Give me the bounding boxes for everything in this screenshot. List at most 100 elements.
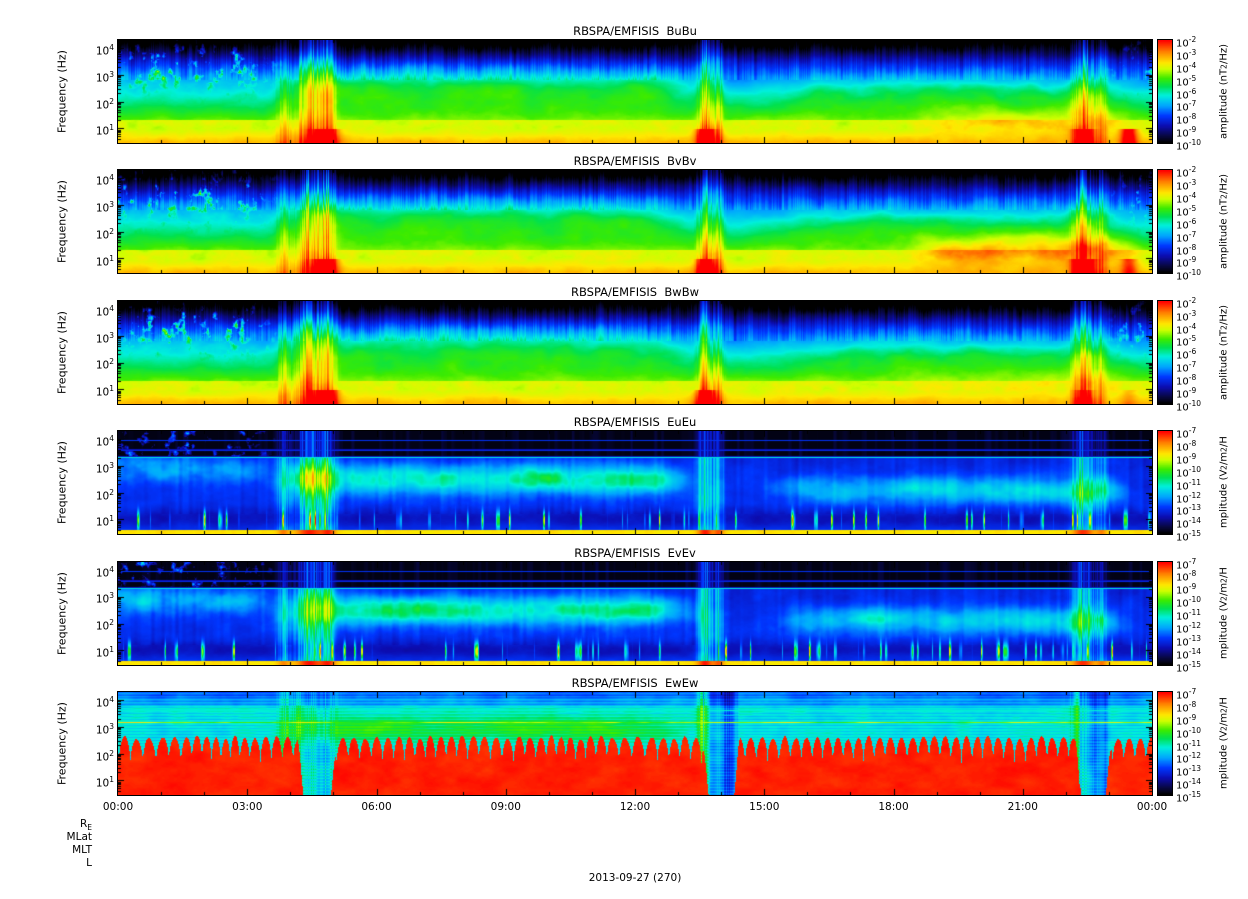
ytick-1e4: 104: [95, 695, 114, 710]
colorbar-tick-1e-3: 10-3: [1176, 308, 1197, 324]
colorbar-label-EuEu: mplitude (V 2/m 2/H: [1218, 436, 1230, 529]
colorbar-tick-1e-10: 10-10: [1176, 398, 1201, 414]
spectrogram-frame-EuEu: [117, 430, 1153, 536]
spectrogram-frame-EwEw: [117, 691, 1153, 796]
spectrogram-canvas-BuBu: [118, 40, 1152, 143]
colorbar-frame-EuEu: [1157, 430, 1173, 536]
colorbar-tick-1e-12: 10-12: [1176, 490, 1201, 505]
colorbar-tick-1e-8: 10-8: [1176, 699, 1197, 715]
ytick-1e1: 101: [95, 384, 114, 399]
colorbar-tick-1e-15: 10-15: [1176, 790, 1201, 805]
colorbar-tick-1e-14: 10-14: [1176, 777, 1201, 792]
colorbar-frame-BvBv: [1157, 169, 1173, 275]
ytick-1e4: 104: [95, 43, 114, 58]
colorbar-tick-1e-7: 10-7: [1176, 360, 1197, 375]
time-tick-18:00: 18:00: [878, 801, 909, 813]
ytick-1e3: 103: [95, 591, 114, 606]
time-tick-06:00: 06:00: [361, 801, 392, 813]
ytick-1e4: 104: [95, 434, 114, 449]
panel-BvBv: RBSPA/EMFISIS BvBv Frequency (Hz) 104 103 10…: [0, 154, 1248, 282]
ytick-1e2: 102: [95, 487, 114, 503]
colorbar-tick-1e-4: 10-4: [1176, 60, 1197, 76]
colorbar-label-EwEw: mplitude (V 2/m 2/H: [1218, 697, 1230, 790]
colorbar-tick-1e-13: 10-13: [1176, 633, 1201, 649]
colorbar-tick-1e-2: 10-2: [1176, 165, 1197, 180]
panel-BwBw: RBSPA/EMFISIS BwBw Frequency (Hz) 104 103 10…: [0, 285, 1248, 413]
colorbar-tick-1e-10: 10-10: [1176, 464, 1201, 480]
colorbar-tick-1e-10: 10-10: [1176, 138, 1201, 153]
ytick-1e2: 102: [95, 226, 114, 242]
colorbar-tick-1e-11: 10-11: [1176, 477, 1201, 493]
panel-EvEv: RBSPA/EMFISIS EvEv Frequency (Hz) 104 103 10…: [0, 546, 1248, 674]
colorbar-tick-1e-8: 10-8: [1176, 439, 1197, 454]
colorbar-tick-1e-2: 10-2: [1176, 35, 1197, 50]
colorbar-tick-1e-13: 10-13: [1176, 764, 1201, 779]
spectrogram-frame-BvBv: [117, 169, 1153, 275]
panel-BuBu: RBSPA/EMFISIS BuBu Frequency (Hz) 104 103 10…: [0, 24, 1248, 152]
date-label: 2013-09-27 (270): [588, 872, 682, 884]
ytick-1e3: 103: [95, 200, 114, 215]
colorbar-tick-1e-9: 10-9: [1176, 255, 1197, 270]
spectrogram-canvas-BvBv: [118, 170, 1152, 274]
panel-title-BvBv: RBSPA/EMFISIS BvBv: [573, 154, 697, 169]
panel-title-BuBu: RBSPA/EMFISIS BuBu: [573, 24, 697, 38]
ephemeris-label-MLT: MLT: [72, 844, 92, 856]
colorbar-label-EvEv: mplitude (V 2/m 2/H: [1218, 567, 1230, 660]
colorbar-tick-1e-14: 10-14: [1176, 646, 1201, 662]
colorbar-label-BwBw: amplitude (nT 2/Hz): [1218, 304, 1230, 400]
colorbar-tick-1e-11: 10-11: [1176, 608, 1201, 623]
colorbar-frame-BwBw: [1157, 299, 1173, 405]
colorbar-tick-1e-9: 10-9: [1176, 712, 1197, 728]
panel-title-EvEv: RBSPA/EMFISIS EvEv: [574, 545, 696, 560]
colorbar-canvas-EvEv: [1158, 561, 1172, 665]
colorbar-tick-1e-13: 10-13: [1176, 503, 1201, 518]
colorbar-tick-1e-3: 10-3: [1176, 47, 1197, 63]
ytick-1e1: 101: [95, 514, 114, 529]
spectrogram-frame-BwBw: [117, 299, 1153, 405]
colorbar-tick-1e-7: 10-7: [1176, 687, 1197, 702]
colorbar-tick-1e-4: 10-4: [1176, 191, 1197, 206]
colorbar-tick-1e-9: 10-9: [1176, 125, 1197, 140]
ylabel-frequency: Frequency (Hz): [55, 50, 69, 133]
colorbar-tick-1e-8: 10-8: [1176, 242, 1197, 258]
colorbar-frame-EvEv: [1157, 560, 1173, 666]
spectrogram-frame-EvEv: [117, 560, 1153, 666]
spectrogram-canvas-EuEu: [118, 431, 1152, 535]
time-tick-00:00: 00:00: [102, 801, 134, 813]
colorbar-tick-1e-11: 10-11: [1176, 738, 1201, 753]
ephemeris-label-MLat: MLat: [66, 831, 92, 843]
colorbar-tick-1e-8: 10-8: [1176, 569, 1197, 584]
colorbar-label-BvBv: amplitude (nT 2/Hz): [1218, 174, 1230, 270]
colorbar-tick-1e-9: 10-9: [1176, 385, 1197, 401]
ylabel-frequency: Frequency (Hz): [55, 571, 69, 655]
ylabel-frequency: Frequency (Hz): [55, 702, 69, 785]
colorbar-tick-1e-7: 10-7: [1176, 426, 1197, 441]
colorbar-canvas-BvBv: [1158, 170, 1172, 274]
colorbar-tick-1e-10: 10-10: [1176, 725, 1201, 740]
colorbar-tick-1e-7: 10-7: [1176, 556, 1197, 571]
ytick-1e1: 101: [95, 775, 114, 790]
colorbar-tick-1e-6: 10-6: [1176, 86, 1197, 101]
colorbar-tick-1e-6: 10-6: [1176, 347, 1197, 362]
ephemeris-label-RE: RE: [79, 818, 92, 833]
ylabel-frequency: Frequency (Hz): [55, 180, 69, 264]
colorbar-frame-EwEw: [1157, 691, 1173, 796]
ytick-1e2: 102: [95, 748, 114, 764]
ylabel-frequency: Frequency (Hz): [55, 310, 69, 394]
colorbar-canvas-EuEu: [1158, 431, 1172, 535]
colorbar-tick-1e-6: 10-6: [1176, 216, 1197, 232]
colorbar-tick-1e-15: 10-15: [1176, 529, 1201, 544]
ytick-1e3: 103: [95, 69, 114, 85]
ytick-1e4: 104: [95, 303, 114, 319]
ytick-1e1: 101: [95, 644, 114, 660]
ytick-1e1: 101: [95, 123, 114, 138]
spectrogram-canvas-EwEw: [118, 692, 1152, 795]
colorbar-tick-1e-5: 10-5: [1176, 73, 1197, 88]
panel-title-BwBw: RBSPA/EMFISIS BwBw: [570, 284, 699, 299]
colorbar-tick-1e-2: 10-2: [1176, 295, 1197, 311]
colorbar-tick-1e-10: 10-10: [1176, 595, 1201, 610]
ytick-1e3: 103: [95, 330, 114, 346]
time-tick-12:00: 12:00: [619, 801, 651, 813]
spectrogram-frame-BuBu: [117, 39, 1153, 144]
